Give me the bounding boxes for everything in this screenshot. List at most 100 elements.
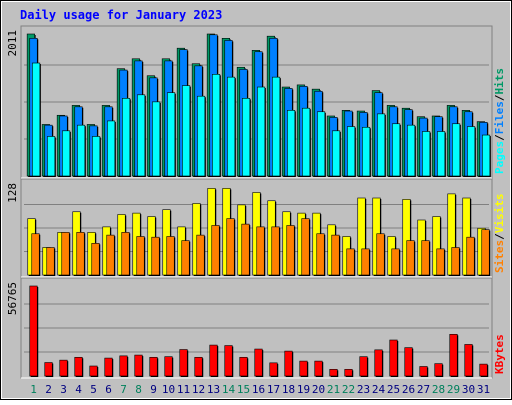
bar-kbytes-day-31: [479, 363, 488, 377]
bar-sites-day-20: [316, 233, 325, 276]
x-label-day-26: 26: [402, 383, 415, 396]
bar-sites-day-19: [301, 218, 310, 276]
bar-pages-day-12: [197, 95, 206, 177]
bar-pages-day-21: [332, 130, 341, 177]
bar-kbytes-day-27: [419, 366, 428, 377]
bar-sites-day-14: [226, 218, 235, 276]
bar-sites-day-18: [286, 225, 295, 276]
bar-sites-day-3: [61, 232, 70, 276]
bar-pages-day-4: [77, 124, 86, 177]
x-label-day-24: 24: [372, 383, 386, 396]
x-label-day-9: 9: [150, 383, 157, 396]
bar-sites-day-7: [121, 232, 130, 276]
x-label-day-14: 14: [222, 383, 236, 396]
bar-sites-day-11: [181, 240, 190, 276]
bar-pages-day-23: [362, 126, 371, 177]
bar-pages-day-29: [452, 123, 461, 177]
bar-kbytes-day-6: [104, 357, 113, 377]
bar-pages-day-27: [422, 131, 431, 177]
bar-kbytes-day-23: [359, 356, 368, 377]
bar-pages-day-5: [92, 136, 101, 177]
bar-pages-day-26: [407, 124, 416, 177]
bar-kbytes-day-25: [389, 339, 398, 377]
bar-pages-day-6: [107, 120, 116, 177]
x-label-day-29: 29: [447, 383, 460, 396]
x-label-day-3: 3: [60, 383, 67, 396]
bar-sites-day-17: [271, 226, 280, 276]
bar-pages-day-15: [242, 98, 251, 177]
bar-kbytes-day-30: [464, 344, 473, 377]
bar-pages-day-9: [152, 101, 161, 177]
x-label-day-8: 8: [135, 383, 142, 396]
bar-sites-day-15: [241, 223, 250, 276]
bar-kbytes-day-19: [299, 360, 308, 377]
legend-hits: Hits: [493, 68, 506, 95]
x-label-day-7: 7: [120, 383, 127, 396]
bar-kbytes-day-2: [44, 362, 53, 377]
bar-pages-day-16: [257, 86, 266, 177]
inner-bevel-light: [1, 1, 511, 399]
bar-pages-day-19: [302, 107, 311, 177]
bar-sites-day-2: [46, 247, 55, 276]
x-label-day-2: 2: [45, 383, 52, 396]
x-label-day-10: 10: [162, 383, 175, 396]
bar-sites-day-1: [31, 233, 40, 276]
bar-kbytes-day-11: [179, 349, 188, 377]
x-label-day-22: 22: [342, 383, 355, 396]
chart-panels: 2011 Pages/Files/Hits 128 Sites/Visits 56765…: [6, 25, 506, 379]
bar-kbytes-day-24: [374, 349, 383, 377]
bar-pages-day-1: [32, 62, 41, 177]
x-axis-labels: 1 2 3 4 5 6 7 8 9 10 11 12 13 14 15 16 17 18 19 20 21 22 23 24 2…: [30, 383, 490, 396]
bar-kbytes-day-18: [284, 350, 293, 377]
x-label-day-30: 30: [462, 383, 475, 396]
x-label-day-31: 31: [477, 383, 490, 396]
bar-pages-day-11: [182, 85, 191, 177]
bar-kbytes-day-12: [194, 356, 203, 377]
bar-sites-day-5: [91, 243, 100, 276]
x-label-day-13: 13: [207, 383, 220, 396]
bar-kbytes-day-8: [134, 354, 143, 377]
bar-pages-day-18: [287, 110, 296, 177]
bar-kbytes-day-3: [59, 359, 68, 377]
bar-kbytes-day-7: [119, 355, 128, 377]
bar-sites-day-12: [196, 234, 205, 276]
bar-kbytes-day-21: [329, 369, 338, 377]
bar-kbytes-day-26: [404, 347, 413, 377]
bar-kbytes-day-20: [314, 360, 323, 377]
bar-sites-day-8: [136, 236, 145, 276]
legend-separator: /: [493, 233, 506, 240]
bar-sites-day-30: [466, 236, 475, 276]
bar-sites-day-24: [376, 233, 385, 276]
panel-hits-files-pages: 2011 Pages/Files/Hits: [6, 25, 506, 179]
bar-sites-day-10: [166, 236, 175, 276]
x-label-day-12: 12: [192, 383, 205, 396]
bar-kbytes-day-5: [89, 365, 98, 377]
x-label-day-15: 15: [237, 383, 250, 396]
bar-sites-day-27: [421, 240, 430, 276]
bar-pages-day-17: [272, 76, 281, 177]
y-max-label: 128: [6, 183, 19, 203]
legend: Sites/Visits: [493, 194, 506, 274]
bar-sites-day-29: [451, 247, 460, 276]
y-max-label: 2011: [6, 30, 19, 57]
legend-visits: Visits: [493, 194, 506, 234]
bar-pages-day-24: [377, 113, 386, 177]
bar-kbytes-day-28: [434, 363, 443, 377]
legend-files: Files: [493, 101, 506, 134]
legend-kbytes: KBytes: [493, 334, 506, 374]
x-label-day-21: 21: [327, 383, 340, 396]
y-max-label: 56765: [6, 282, 19, 315]
bar-pages-day-10: [167, 92, 176, 177]
bar-sites-day-22: [346, 248, 355, 276]
bar-kbytes-day-10: [164, 356, 173, 377]
x-label-day-23: 23: [357, 383, 370, 396]
bar-sites-day-25: [391, 248, 400, 276]
bar-sites-day-4: [76, 232, 85, 276]
bar-sites-day-21: [331, 234, 340, 276]
bar-kbytes-day-4: [74, 356, 83, 377]
bar-kbytes-day-1: [29, 285, 38, 377]
bar-pages-day-28: [437, 131, 446, 177]
legend: Pages/Files/Hits: [493, 68, 506, 174]
bar-kbytes-day-14: [224, 345, 233, 377]
bar-kbytes-day-22: [344, 369, 353, 377]
